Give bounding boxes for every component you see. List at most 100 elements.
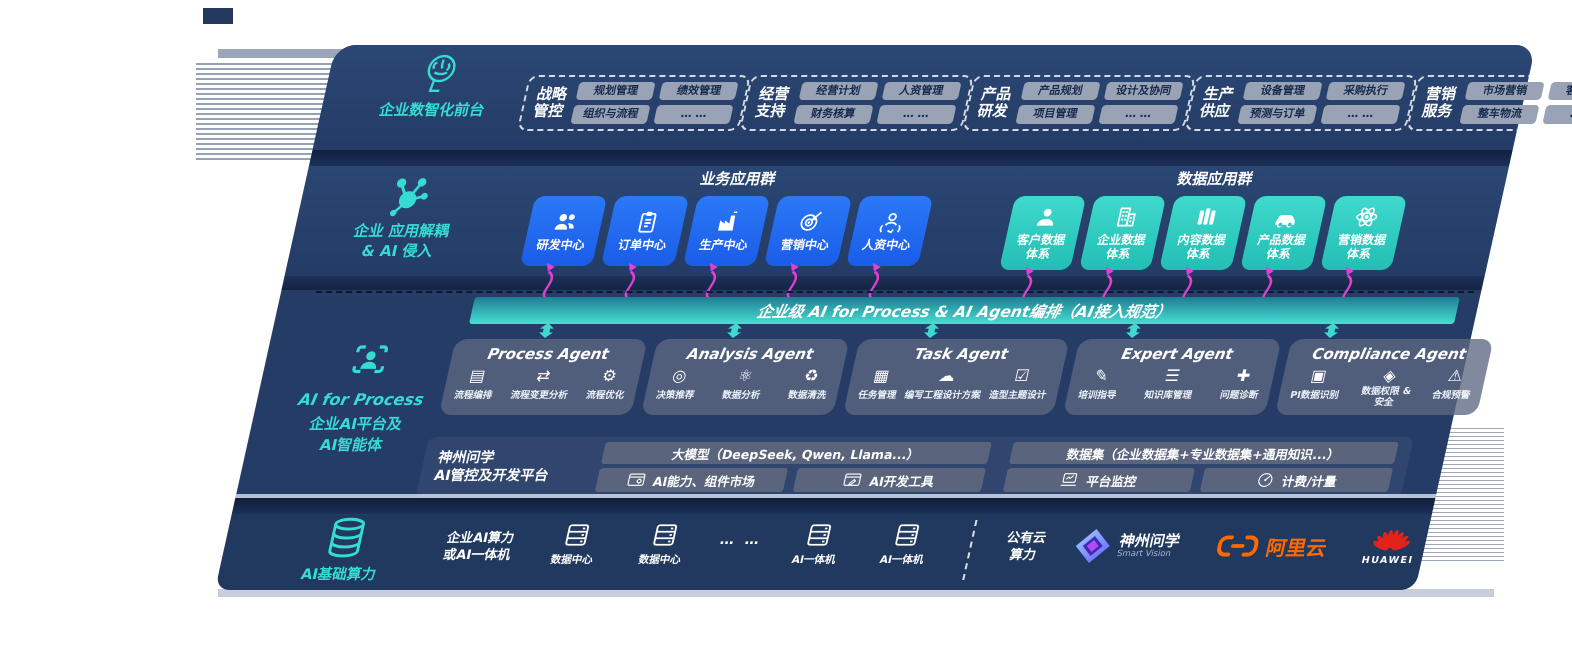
pill: 人资管理 [881, 82, 962, 101]
data-permission-icon: ◈ [1381, 366, 1399, 385]
aliyun-bracket-icon [1217, 535, 1259, 557]
building-icon [1116, 207, 1136, 227]
platform-strip: 神州问学 AI管控及开发平台 大模型（DeepSeek, Qwen, Llama… [415, 437, 1414, 497]
agent-item-label: 造型主题设计 [987, 389, 1048, 401]
apps-layer-label-line1: 企业 应用解耦 [351, 222, 452, 240]
agent-expert: Expert Agent ✎ 培训指导 ☰ 知识库管理 ✚ 问题诊断 [1062, 339, 1282, 416]
front-group-strategy: 战略管控 规划管理 绩效管理 组织与流程 … … [516, 75, 752, 131]
platform-model-group: 大模型（DeepSeek, Qwen, Llama...） AI能力、组件市场 … [594, 442, 992, 492]
agent-analysis: Analysis Agent ◎ 决策推荐 ⚛ 数据分析 ♻ 数据清洗 [640, 339, 850, 416]
pill: … … [653, 105, 734, 124]
cell-label: 平台监控 [1084, 473, 1139, 489]
window-gear-icon [627, 473, 646, 486]
factory-icon [717, 211, 738, 231]
agent-item-label: 流程优化 [584, 389, 626, 401]
huawei-name: HUAWEI [1360, 555, 1415, 566]
agent-title: Task Agent [912, 345, 1010, 363]
decor-corner-tab [203, 8, 233, 24]
double-arrow-icon [922, 323, 941, 338]
server-icon [652, 524, 678, 546]
person-scan-icon [352, 345, 388, 374]
app-box-hr-center: 人资中心 [845, 196, 934, 301]
pill: 市场营销 [1464, 82, 1545, 101]
pill: 整车物流 [1459, 105, 1540, 124]
pill: … … [1320, 105, 1401, 124]
server-icon [894, 524, 920, 546]
double-arrow-icon [537, 323, 556, 338]
agent-item-label: 决策推荐 [654, 389, 696, 401]
ai-layer-label-line2: 企业AI平台及 [307, 415, 404, 433]
agent-title: Compliance Agent [1310, 345, 1469, 363]
apps-layer-label-block: 企业 应用解耦 & AI 侵入 [306, 175, 503, 262]
node-label: AI一体机 [878, 554, 925, 566]
shenzhou-name: 神州问学 [1117, 531, 1182, 550]
aliyun-name: 阿里云 [1263, 535, 1330, 560]
agent-item-label: 流程编排 [452, 389, 494, 401]
decision-icon: ◎ [670, 366, 689, 385]
data-box-label: 企业数据体系 [1095, 233, 1147, 261]
pill: 项目管理 [1015, 105, 1096, 124]
design-doc-icon: ☁ [936, 366, 958, 385]
cell-label: 计费/计量 [1280, 473, 1339, 489]
huawei-logo: HUAWEI [1360, 526, 1421, 566]
compute-label-line1: 企业AI算力 [445, 531, 516, 546]
cell-ai-dev-tools: AI开发工具 [792, 468, 986, 492]
pill: 预测与订单 [1237, 105, 1318, 124]
business-app-group: 业务应用群 研发中心 订单中心 生产中心 [519, 168, 940, 301]
person-icon [1036, 208, 1053, 226]
app-box-marketing-center: 营销中心 [764, 196, 852, 301]
model-bar: 大模型（DeepSeek, Qwen, Llama...） [600, 442, 992, 464]
node-ai-appliance: AI一体机 [780, 522, 854, 567]
shenzhou-logo: 神州问学 Smart Vision [1071, 528, 1183, 564]
pill: 组织与流程 [570, 105, 651, 124]
pill: 客户关系 [1547, 82, 1572, 101]
cell-label: AI开发工具 [867, 473, 936, 489]
training-icon: ✎ [1092, 366, 1111, 385]
platform-dataset-group: 数据集（企业数据集+专业数据集+通用知识...） 平台监控 计费/计量 [1002, 442, 1399, 492]
cloud-label-line2: 算力 [1007, 547, 1038, 563]
data-box-content: 内容数据体系 [1159, 196, 1247, 305]
pill: 产品规划 [1020, 82, 1101, 101]
aliyun-logo: 阿里云 [1214, 532, 1330, 561]
data-group-title: 数据应用群 [1175, 170, 1255, 188]
decor-gray-bar [218, 49, 350, 58]
pill: 经营计划 [798, 82, 879, 101]
dataset-bar: 数据集（企业数据集+专业数据集+通用知识...） [1008, 442, 1399, 464]
ai-layer-label-line1: AI for Process [296, 390, 426, 409]
agent-item-label: 流程变更分析 [509, 389, 569, 401]
laptop-chart-icon [1060, 473, 1078, 486]
agent-item-label: 知识库管理 [1143, 389, 1194, 401]
cell-ai-capability-market: AI能力、组件市场 [594, 468, 788, 492]
agent-item-label: 任务管理 [856, 389, 898, 401]
orchestration-bar-text: 企业级 AI for Process & AI Agent编排（AI接入规范） [755, 302, 1174, 321]
group-name: 营销服务 [1420, 84, 1459, 120]
server-icon [806, 524, 832, 546]
platform-label-line1: 神州问学 [436, 449, 497, 466]
double-arrow-icon [1322, 323, 1341, 338]
agent-row: Process Agent ▤ 流程编排 ⇄ 流程变更分析 ⚙ 流程优化 Analys… [438, 339, 1494, 416]
pill: 采购执行 [1325, 82, 1406, 101]
task-manage-icon: ▦ [871, 366, 892, 385]
data-clean-icon: ♻ [802, 366, 821, 385]
orchestration-bar: 企业级 AI for Process & AI Agent编排（AI接入规范） [468, 297, 1460, 324]
cloud-label-line1: 公有云 [1005, 531, 1048, 546]
agent-compliance: Compliance Agent ▣ PI数据识别 ◈ 数据权限 & 安全 ⚠ 合规预… [1274, 339, 1494, 416]
agent-item-label: 培训指导 [1076, 389, 1118, 401]
agent-title: Expert Agent [1119, 345, 1235, 363]
database-icon [328, 517, 365, 558]
agent-process: Process Agent ▤ 流程编排 ⇄ 流程变更分析 ⚙ 流程优化 [438, 339, 648, 416]
app-box-label: 人资中心 [860, 238, 912, 253]
node-ai-appliance: AI一体机 [868, 522, 942, 567]
pill: 绩效管理 [658, 82, 739, 101]
agent-title: Analysis Agent [685, 345, 816, 363]
public-cloud-label: 公有云 算力 [984, 531, 1065, 565]
agent-item-label: 问题诊断 [1218, 389, 1260, 401]
flow-change-icon: ⇄ [534, 366, 553, 385]
pill: 财务核算 [792, 105, 873, 124]
group-name: 生产供应 [1198, 84, 1236, 120]
agent-item-label: 数据权限 & 安全 [1360, 385, 1413, 408]
window-pen-icon [843, 473, 862, 486]
pill: 规划管理 [575, 82, 656, 101]
data-app-group: 数据应用群 客户数据体系 企业数据体系 内容数据体系 [998, 168, 1414, 305]
